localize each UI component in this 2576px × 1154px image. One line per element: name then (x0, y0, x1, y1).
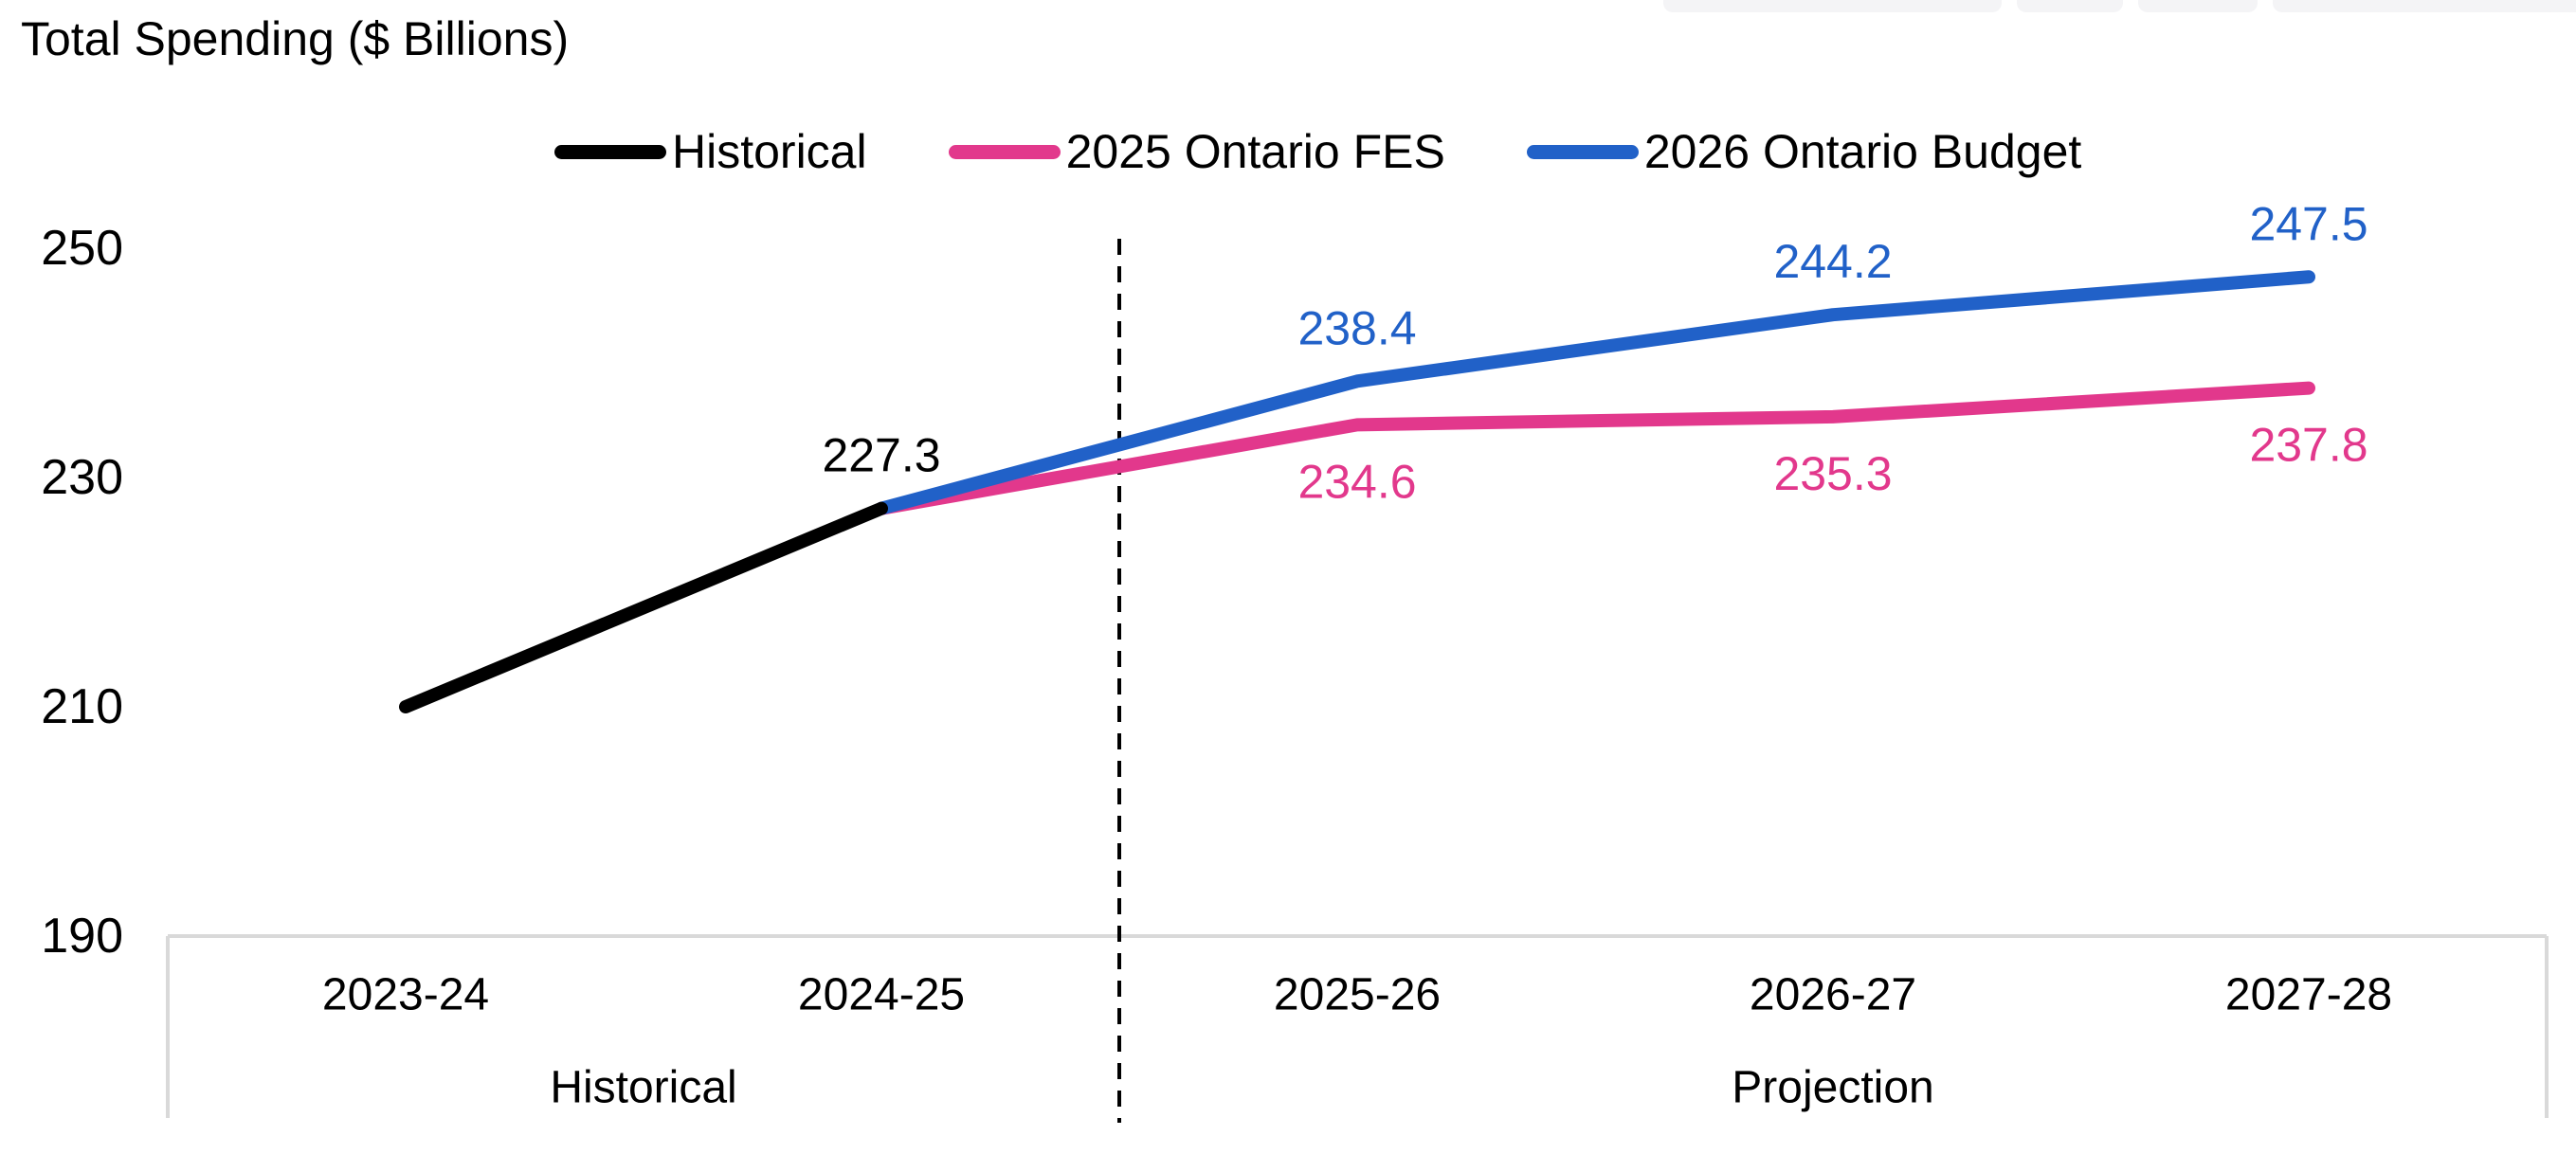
series-line-historical (399, 501, 888, 713)
data-label-2025-ontario-fes-2027-28: 237.8 (2249, 419, 2367, 472)
axis-group-label-historical: Historical (550, 1063, 736, 1113)
chart-legend: Historical 2025 Ontario FES 2026 Ontario… (554, 121, 2081, 182)
x-category-label-2027-28: 2027-28 (2225, 970, 2392, 1020)
axis-group-label-projection: Projection (1732, 1063, 1933, 1113)
legend-swatch-2025-ontario-fes (948, 144, 1061, 159)
legend-label-2026-ontario-budget: 2026 Ontario Budget (1643, 125, 2082, 178)
chart-title: Total Spending ($ Billions) (21, 12, 570, 65)
legend-item-2026-ontario-budget: 2026 Ontario Budget (1526, 124, 2082, 179)
legend-swatch-historical (554, 144, 666, 159)
y-tick-label-210: 210 (41, 679, 123, 734)
legend-item-2025-ontario-fes: 2025 Ontario FES (948, 124, 1445, 179)
x-category-label-2023-24: 2023-24 (322, 970, 489, 1020)
cropped-ui-edge (2273, 0, 2576, 12)
x-category-label-2026-27: 2026-27 (1750, 970, 1916, 1020)
legend-label-historical: Historical (672, 125, 867, 178)
legend-item-historical: Historical (554, 124, 867, 179)
x-category-label-2025-26: 2025-26 (1274, 970, 1441, 1020)
data-label-2026-ontario-budget-2027-28: 247.5 (2249, 197, 2367, 250)
legend-label-2025-ontario-fes: 2025 Ontario FES (1065, 125, 1445, 178)
data-label-2026-ontario-budget-2025-26: 238.4 (1297, 301, 1416, 354)
y-tick-label-250: 250 (41, 221, 123, 276)
data-label-2025-ontario-fes-2026-27: 235.3 (1773, 447, 1892, 500)
y-tick-label-230: 230 (41, 450, 123, 505)
data-label-2026-ontario-budget-2026-27: 244.2 (1773, 235, 1892, 288)
cropped-ui-edge (2017, 0, 2123, 12)
cropped-ui-edge (2138, 0, 2258, 12)
x-category-label-2024-25: 2024-25 (798, 970, 965, 1020)
legend-swatch-2026-ontario-budget (1526, 144, 1639, 159)
data-label-2025-ontario-fes-2025-26: 234.6 (1297, 455, 1416, 508)
y-tick-label-190: 190 (41, 909, 123, 964)
cropped-ui-edge (1663, 0, 2002, 12)
series-line-2025-ontario-fes (875, 381, 2315, 515)
data-label-historical-2024-25: 227.3 (822, 429, 940, 482)
series-line-2026-ontario-budget (875, 270, 2315, 515)
